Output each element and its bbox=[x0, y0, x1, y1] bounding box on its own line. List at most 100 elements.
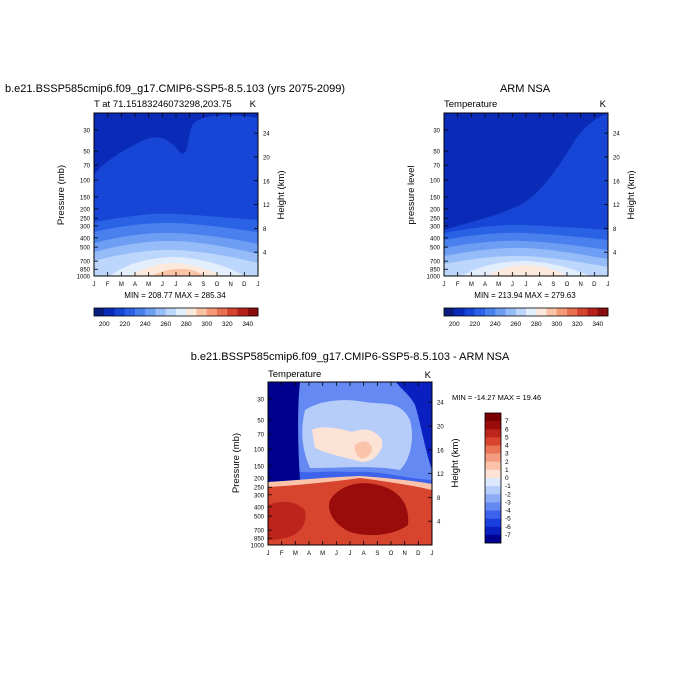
pressure-tick-label: 850 bbox=[254, 537, 265, 543]
colorbar-swatch bbox=[485, 437, 501, 446]
colorbar-label: -3 bbox=[505, 499, 511, 506]
colorbar-swatch bbox=[485, 502, 501, 511]
month-tick-label: O bbox=[389, 551, 394, 557]
pressure-tick-label: 500 bbox=[254, 515, 265, 521]
month-tick-label: A bbox=[538, 282, 542, 288]
panel-diff-title: b.e21.BSSP585cmip6.f09_g17.CMIP6-SSP5-8.… bbox=[191, 351, 510, 363]
panel-model-left-label: T at 71.15183246073298,203.75 bbox=[94, 99, 232, 110]
colorbar-label: 220 bbox=[469, 321, 480, 328]
panel-obs-ylabel-right: Height (km) bbox=[626, 170, 637, 219]
month-tick-label: A bbox=[483, 282, 487, 288]
pressure-tick-label: 30 bbox=[83, 128, 90, 134]
pressure-tick-label: 250 bbox=[254, 486, 265, 492]
colorbar-label: 3 bbox=[505, 451, 509, 458]
month-tick-label: S bbox=[551, 282, 555, 288]
height-tick-label: 16 bbox=[263, 179, 270, 185]
colorbar-swatch bbox=[165, 308, 177, 316]
height-tick-label: 24 bbox=[613, 132, 620, 138]
colorbar-label: 1 bbox=[505, 467, 509, 474]
colorbar-label: 240 bbox=[490, 321, 501, 328]
panel-diff-warm-core bbox=[354, 441, 372, 459]
panel-obs-colorbar: 200 220 240 260 280 300 320 340 bbox=[443, 307, 609, 328]
month-tick-label: D bbox=[242, 282, 247, 288]
height-tick-label: 4 bbox=[263, 251, 267, 257]
pressure-tick-label: 50 bbox=[257, 419, 264, 425]
pressure-tick-label: 70 bbox=[433, 164, 440, 170]
height-tick-label: 24 bbox=[437, 401, 444, 407]
pressure-tick-label: 500 bbox=[430, 246, 441, 252]
colorbar-label: 7 bbox=[505, 418, 509, 425]
panel-diff-hot-core bbox=[329, 483, 409, 536]
colorbar-swatch bbox=[94, 308, 105, 316]
colorbar-label: 6 bbox=[505, 426, 509, 433]
colorbar-swatch bbox=[176, 308, 187, 316]
month-tick-label: J bbox=[267, 551, 270, 557]
colorbar-swatch bbox=[495, 308, 506, 316]
colorbar-swatch bbox=[155, 308, 167, 316]
month-tick-label: F bbox=[456, 282, 460, 288]
height-tick-label: 8 bbox=[437, 496, 441, 502]
pressure-tick-label: 200 bbox=[80, 207, 91, 213]
colorbar-swatch bbox=[536, 308, 547, 316]
colorbar-swatch bbox=[227, 308, 238, 316]
height-tick-label: 4 bbox=[437, 520, 441, 526]
month-tick-label: N bbox=[578, 282, 582, 288]
pressure-tick-label: 1000 bbox=[427, 275, 441, 281]
pressure-tick-label: 70 bbox=[257, 433, 264, 439]
colorbar-swatch bbox=[485, 421, 501, 430]
month-tick-label: D bbox=[592, 282, 597, 288]
colorbar-swatch bbox=[505, 308, 517, 316]
colorbar-label: 280 bbox=[181, 321, 192, 328]
height-tick-label: 12 bbox=[613, 203, 620, 209]
panel-diff: b.e21.BSSP585cmip6.f09_g17.CMIP6-SSP5-8.… bbox=[191, 351, 542, 557]
month-tick-label: J bbox=[525, 282, 528, 288]
month-tick-label: M bbox=[119, 282, 124, 288]
pressure-tick-label: 300 bbox=[430, 224, 441, 230]
colorbar-frame bbox=[443, 307, 609, 317]
colorbar-swatch bbox=[217, 308, 228, 316]
colorbar-label: -2 bbox=[505, 491, 511, 498]
pressure-tick-label: 400 bbox=[430, 236, 441, 242]
colorbar-label: 200 bbox=[449, 321, 460, 328]
pressure-tick-label: 400 bbox=[254, 505, 265, 511]
colorbar-swatch bbox=[114, 308, 126, 316]
colorbar-swatch bbox=[485, 518, 501, 528]
colorbar-swatch bbox=[546, 308, 558, 316]
month-tick-label: A bbox=[307, 551, 311, 557]
panel-model-contour-11 bbox=[152, 268, 204, 276]
panel-obs-stats: MIN = 213.94 MAX = 279.63 bbox=[474, 291, 576, 300]
panel-model-stats: MIN = 208.77 MAX = 285.34 bbox=[124, 291, 226, 300]
panel-model-unit-label: K bbox=[250, 99, 257, 110]
panel-obs-title: ARM NSA bbox=[500, 83, 551, 95]
panel-model-ylabel: Pressure (mb) bbox=[56, 165, 67, 225]
month-tick-label: J bbox=[349, 551, 352, 557]
height-tick-label: 12 bbox=[263, 203, 270, 209]
colorbar-swatch bbox=[526, 308, 537, 316]
pressure-tick-label: 50 bbox=[433, 150, 440, 156]
month-tick-label: M bbox=[293, 551, 298, 557]
height-tick-label: 12 bbox=[437, 472, 444, 478]
pressure-tick-label: 250 bbox=[430, 217, 441, 223]
month-tick-label: M bbox=[496, 282, 501, 288]
colorbar-swatch bbox=[577, 308, 588, 316]
panel-model-plot bbox=[93, 112, 259, 277]
colorbar-label: -6 bbox=[505, 524, 511, 531]
panel-obs-left-label: Temperature bbox=[444, 99, 497, 110]
panel-diff-warm-left bbox=[268, 501, 306, 540]
pressure-tick-label: 150 bbox=[80, 195, 91, 201]
pressure-tick-label: 100 bbox=[80, 179, 91, 185]
colorbar-swatch bbox=[474, 308, 486, 316]
pressure-tick-label: 50 bbox=[83, 150, 90, 156]
colorbar-swatch bbox=[124, 308, 136, 316]
colorbar-swatch bbox=[485, 445, 501, 454]
height-tick-label: 24 bbox=[263, 132, 270, 138]
height-tick-label: 20 bbox=[613, 155, 620, 161]
month-tick-label: J bbox=[443, 282, 446, 288]
colorbar-swatch bbox=[556, 308, 568, 316]
colorbar-swatch bbox=[485, 486, 501, 495]
height-tick-label: 4 bbox=[613, 251, 617, 257]
month-tick-label: J bbox=[607, 282, 610, 288]
